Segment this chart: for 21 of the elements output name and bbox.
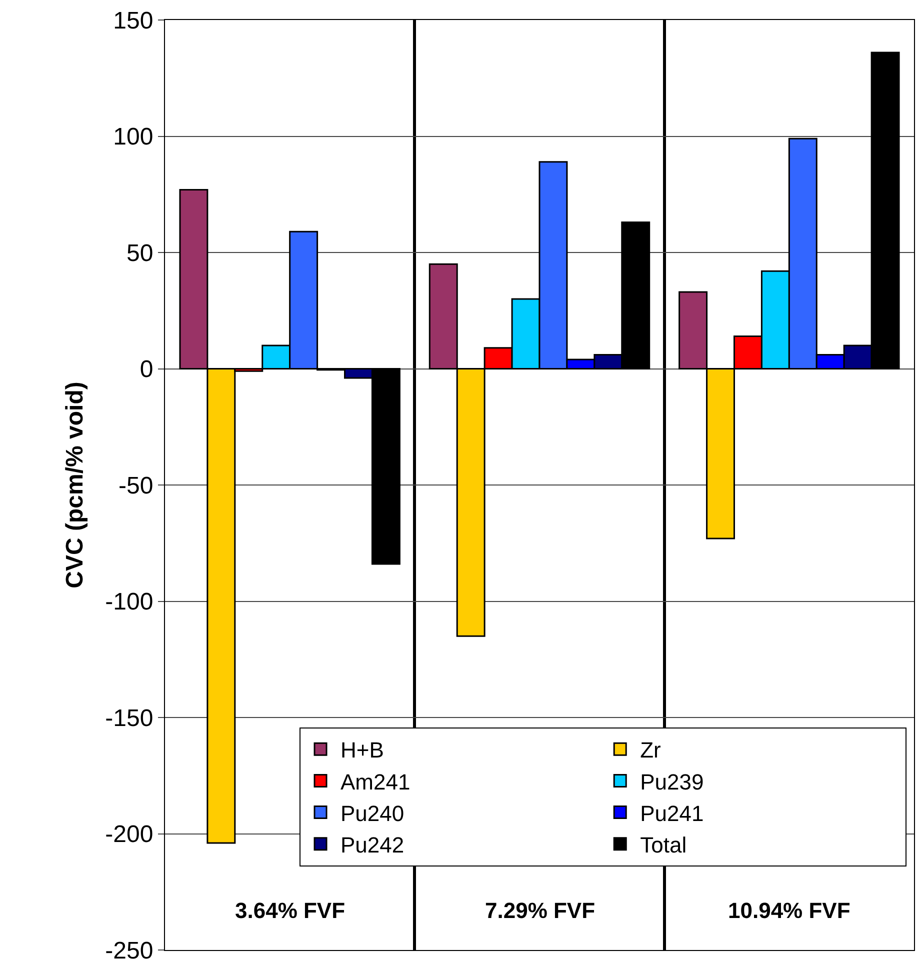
y-tick-label: 150 bbox=[113, 7, 154, 34]
y-tick-label: 50 bbox=[126, 240, 154, 267]
x-tick-label: 10.94% FVF bbox=[728, 898, 850, 923]
legend-label: Am241 bbox=[340, 769, 410, 794]
y-tick-label: 100 bbox=[113, 124, 154, 151]
y-axis-title: CVC (pcm/% void) bbox=[61, 382, 88, 588]
legend-label: Pu240 bbox=[340, 800, 404, 826]
legend-label: H+B bbox=[340, 738, 384, 763]
y-tick-label: -200 bbox=[105, 821, 154, 848]
y-tick-label: -100 bbox=[105, 588, 154, 616]
legend-label: Pu242 bbox=[340, 832, 404, 858]
y-tick-label: -50 bbox=[118, 472, 154, 500]
y-tick-label: 0 bbox=[140, 356, 154, 384]
legend-label: Pu239 bbox=[640, 769, 704, 794]
legend-label: Total bbox=[640, 832, 687, 858]
legend-label: Zr bbox=[640, 738, 661, 763]
y-tick-label: -250 bbox=[105, 937, 154, 964]
x-tick-label: 3.64% FVF bbox=[235, 898, 346, 923]
x-tick-label: 7.29% FVF bbox=[485, 898, 596, 923]
legend-label: Pu241 bbox=[640, 800, 704, 826]
y-tick-label: -150 bbox=[105, 704, 154, 732]
